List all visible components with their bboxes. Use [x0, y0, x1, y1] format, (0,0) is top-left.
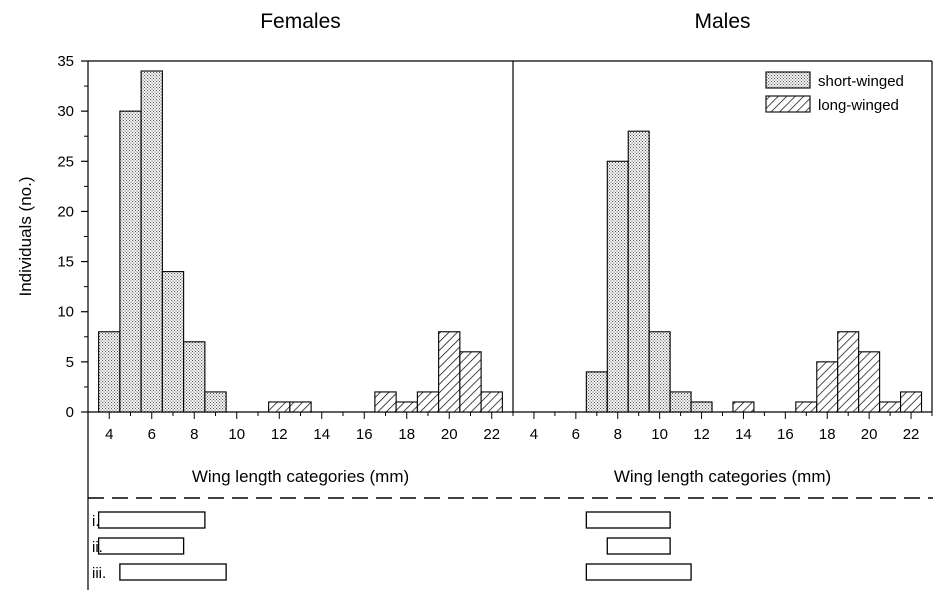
bar — [690, 401, 713, 413]
axes-layer — [81, 60, 933, 590]
bar — [459, 351, 482, 413]
x-tick-label: 12 — [271, 426, 288, 443]
bar — [816, 361, 839, 413]
bar — [374, 391, 397, 413]
text-layer: 0 5 10 15 20 25 30 35 Individuals (no.) 4 6 8 10 12 14… — [16, 10, 919, 582]
x-tick-label: 14 — [313, 426, 330, 443]
range-bar — [585, 511, 671, 529]
range-bar — [119, 563, 227, 581]
x-tick-label: 14 — [735, 426, 752, 443]
legend-swatch — [765, 71, 811, 89]
legend-label: long-winged — [818, 97, 899, 114]
bar — [480, 391, 503, 413]
bar — [289, 401, 312, 413]
bar — [606, 160, 629, 413]
legend-swatch — [765, 95, 811, 113]
bar — [669, 391, 692, 413]
x-tick-label: 20 — [861, 426, 878, 443]
bar — [98, 331, 121, 413]
x-tick-label: 16 — [356, 426, 373, 443]
bar — [648, 331, 671, 413]
bars-layer — [97, 70, 923, 581]
y-axis-label: Individuals (no.) — [16, 176, 35, 296]
x-tick-label: 6 — [148, 426, 156, 443]
range-row-label: iii. — [92, 565, 106, 582]
x-tick-label: 4 — [530, 426, 538, 443]
bar — [395, 401, 418, 413]
range-bar — [97, 537, 185, 555]
bar — [183, 341, 206, 413]
y-tick-label: 0 — [66, 404, 74, 421]
range-bar — [97, 511, 206, 529]
y-tick-label: 5 — [66, 354, 74, 371]
range-bar — [606, 537, 671, 555]
y-tick-label: 35 — [57, 53, 74, 70]
bar — [900, 391, 923, 413]
x-tick-label: 22 — [903, 426, 920, 443]
range-bar — [585, 563, 692, 581]
x-tick-label: 4 — [105, 426, 113, 443]
bar — [585, 371, 608, 413]
x-tick-label: 22 — [483, 426, 500, 443]
bar — [438, 331, 461, 413]
bar — [204, 391, 227, 413]
x-axis-label: Wing length categories (mm) — [192, 467, 409, 486]
x-tick-label: 16 — [777, 426, 794, 443]
bar — [140, 70, 163, 413]
range-row-label: i. — [92, 513, 100, 530]
bar — [858, 351, 881, 413]
bar — [879, 401, 902, 413]
bar — [416, 391, 440, 413]
x-tick-label: 8 — [190, 426, 198, 443]
x-tick-label: 8 — [614, 426, 622, 443]
y-tick-label: 25 — [57, 153, 74, 170]
bar — [119, 110, 142, 413]
x-tick-label: 10 — [651, 426, 668, 443]
x-tick-label: 20 — [441, 426, 458, 443]
bar — [627, 130, 650, 413]
bar — [268, 401, 291, 413]
x-tick-label: 12 — [693, 426, 710, 443]
bar — [161, 271, 185, 413]
x-tick-label: 6 — [572, 426, 580, 443]
x-axis-label: Wing length categories (mm) — [614, 467, 831, 486]
x-tick-label: 18 — [819, 426, 836, 443]
y-tick-label: 30 — [57, 103, 74, 120]
x-tick-label: 10 — [228, 426, 245, 443]
bar — [837, 331, 860, 413]
y-tick-label: 10 — [57, 304, 74, 321]
y-tick-label: 15 — [57, 254, 74, 271]
bar — [795, 401, 818, 413]
bar — [732, 401, 755, 413]
y-tick-label: 20 — [57, 203, 74, 220]
legend-label: short-winged — [818, 73, 904, 90]
panel-title: Females — [260, 10, 341, 33]
range-row-label: ii. — [92, 539, 103, 556]
x-tick-label: 18 — [398, 426, 415, 443]
panel-title: Males — [694, 10, 750, 33]
